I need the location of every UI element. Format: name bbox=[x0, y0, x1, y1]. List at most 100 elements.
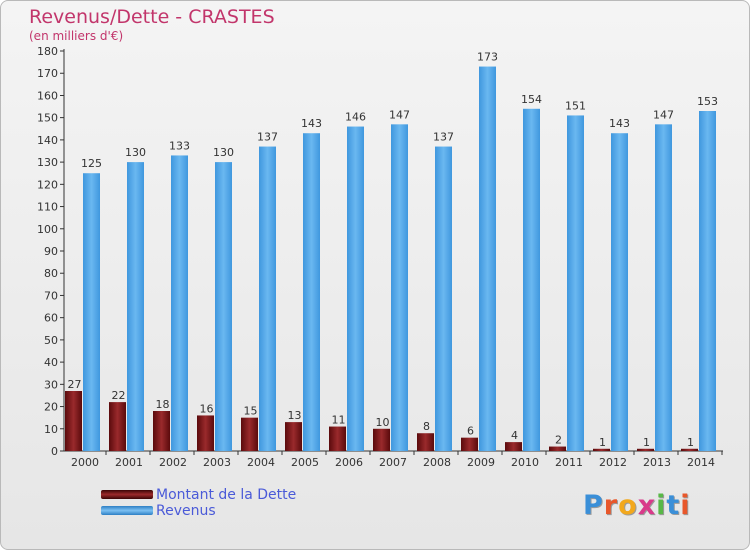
data-label-dette: 4 bbox=[511, 429, 518, 442]
data-label-dette: 1 bbox=[599, 436, 606, 449]
bar-dette bbox=[461, 437, 478, 451]
y-tick-label: 30 bbox=[44, 378, 58, 391]
x-tick-label: 2006 bbox=[335, 456, 363, 469]
bar-revenus bbox=[435, 146, 452, 452]
bar-dette bbox=[417, 433, 434, 451]
bar-revenus bbox=[391, 124, 408, 451]
proxiti-logo: Proxiti bbox=[583, 490, 691, 521]
bar-revenus bbox=[303, 133, 320, 451]
bar-dette bbox=[241, 417, 258, 451]
bar-revenus bbox=[83, 173, 100, 451]
bar-dette bbox=[505, 442, 522, 451]
data-label-revenus: 137 bbox=[257, 131, 278, 144]
bar-dette bbox=[197, 415, 214, 451]
legend-label-dette: Montant de la Dette bbox=[156, 487, 297, 503]
bar-dette bbox=[153, 411, 170, 451]
data-label-dette: 11 bbox=[332, 414, 346, 427]
bar-dette bbox=[65, 391, 82, 451]
x-tick-label: 2008 bbox=[423, 456, 451, 469]
y-tick-label: 20 bbox=[44, 401, 58, 414]
y-tick-label: 40 bbox=[44, 356, 58, 369]
x-tick-label: 2004 bbox=[247, 456, 275, 469]
data-label-dette: 2 bbox=[555, 434, 562, 447]
bar-dette bbox=[681, 448, 698, 451]
legend-swatch-dette bbox=[101, 490, 153, 499]
data-label-revenus: 151 bbox=[565, 99, 586, 112]
bar-revenus bbox=[699, 111, 716, 451]
bar-revenus bbox=[479, 66, 496, 452]
x-tick-label: 2000 bbox=[71, 456, 99, 469]
chart-title: Revenus/Dette - CRASTES bbox=[29, 6, 275, 28]
y-tick-label: 160 bbox=[37, 89, 58, 102]
data-label-dette: 8 bbox=[423, 420, 430, 433]
bar-revenus bbox=[171, 155, 188, 451]
x-tick-label: 2012 bbox=[599, 456, 627, 469]
data-label-dette: 27 bbox=[68, 378, 82, 391]
bar-dette bbox=[637, 448, 654, 451]
y-tick-label: 70 bbox=[44, 289, 58, 302]
bar-revenus bbox=[567, 115, 584, 451]
y-tick-label: 110 bbox=[37, 201, 58, 214]
x-tick-label: 2002 bbox=[159, 456, 187, 469]
x-tick-label: 2009 bbox=[467, 456, 495, 469]
bar-revenus bbox=[347, 126, 364, 452]
data-label-dette: 18 bbox=[156, 398, 170, 411]
y-tick-label: 10 bbox=[44, 423, 58, 436]
data-label-revenus: 173 bbox=[477, 51, 498, 64]
bar-dette bbox=[109, 402, 126, 451]
data-label-revenus: 154 bbox=[521, 93, 542, 106]
x-tick-label: 2005 bbox=[291, 456, 319, 469]
data-label-revenus: 143 bbox=[301, 117, 322, 130]
bar-dette bbox=[285, 422, 302, 451]
data-label-dette: 15 bbox=[244, 405, 258, 418]
y-tick-label: 180 bbox=[37, 45, 58, 58]
bar-revenus bbox=[655, 124, 672, 451]
data-label-dette: 6 bbox=[467, 425, 474, 438]
y-tick-label: 170 bbox=[37, 67, 58, 80]
data-label-revenus: 147 bbox=[653, 108, 674, 121]
y-tick-label: 50 bbox=[44, 334, 58, 347]
x-tick-label: 2014 bbox=[687, 456, 715, 469]
bar-dette bbox=[329, 426, 346, 451]
x-tick-label: 2013 bbox=[643, 456, 671, 469]
data-label-dette: 13 bbox=[288, 409, 302, 422]
data-label-revenus: 153 bbox=[697, 95, 718, 108]
legend-swatch-revenus bbox=[101, 506, 153, 515]
bar-revenus bbox=[215, 162, 232, 451]
x-tick-label: 2011 bbox=[555, 456, 583, 469]
y-tick-label: 100 bbox=[37, 223, 58, 236]
data-label-dette: 16 bbox=[200, 402, 214, 415]
data-label-revenus: 125 bbox=[81, 157, 102, 170]
y-tick-label: 80 bbox=[44, 267, 58, 280]
data-label-dette: 22 bbox=[112, 389, 126, 402]
data-label-revenus: 133 bbox=[169, 139, 190, 152]
x-tick-label: 2010 bbox=[511, 456, 539, 469]
data-label-dette: 10 bbox=[376, 416, 390, 429]
data-label-revenus: 146 bbox=[345, 111, 366, 124]
y-tick-label: 0 bbox=[51, 445, 58, 458]
y-tick-label: 130 bbox=[37, 156, 58, 169]
data-label-revenus: 130 bbox=[213, 146, 234, 159]
bar-revenus bbox=[259, 146, 276, 452]
x-tick-label: 2007 bbox=[379, 456, 407, 469]
bar-revenus bbox=[523, 108, 540, 452]
y-tick-label: 120 bbox=[37, 178, 58, 191]
bar-revenus bbox=[611, 133, 628, 451]
y-tick-label: 140 bbox=[37, 134, 58, 147]
data-label-revenus: 147 bbox=[389, 108, 410, 121]
legend-label-revenus: Revenus bbox=[156, 503, 216, 519]
data-label-dette: 1 bbox=[687, 436, 694, 449]
data-label-revenus: 130 bbox=[125, 146, 146, 159]
x-tick-label: 2001 bbox=[115, 456, 143, 469]
y-tick-label: 90 bbox=[44, 245, 58, 258]
chart-subtitle: (en milliers d'€) bbox=[29, 29, 124, 43]
bar-dette bbox=[373, 428, 390, 451]
y-tick-label: 60 bbox=[44, 312, 58, 325]
x-tick-label: 2003 bbox=[203, 456, 231, 469]
data-label-dette: 1 bbox=[643, 436, 650, 449]
bar-dette bbox=[593, 448, 610, 451]
bar-revenus bbox=[127, 162, 144, 451]
bar-dette bbox=[549, 446, 566, 451]
